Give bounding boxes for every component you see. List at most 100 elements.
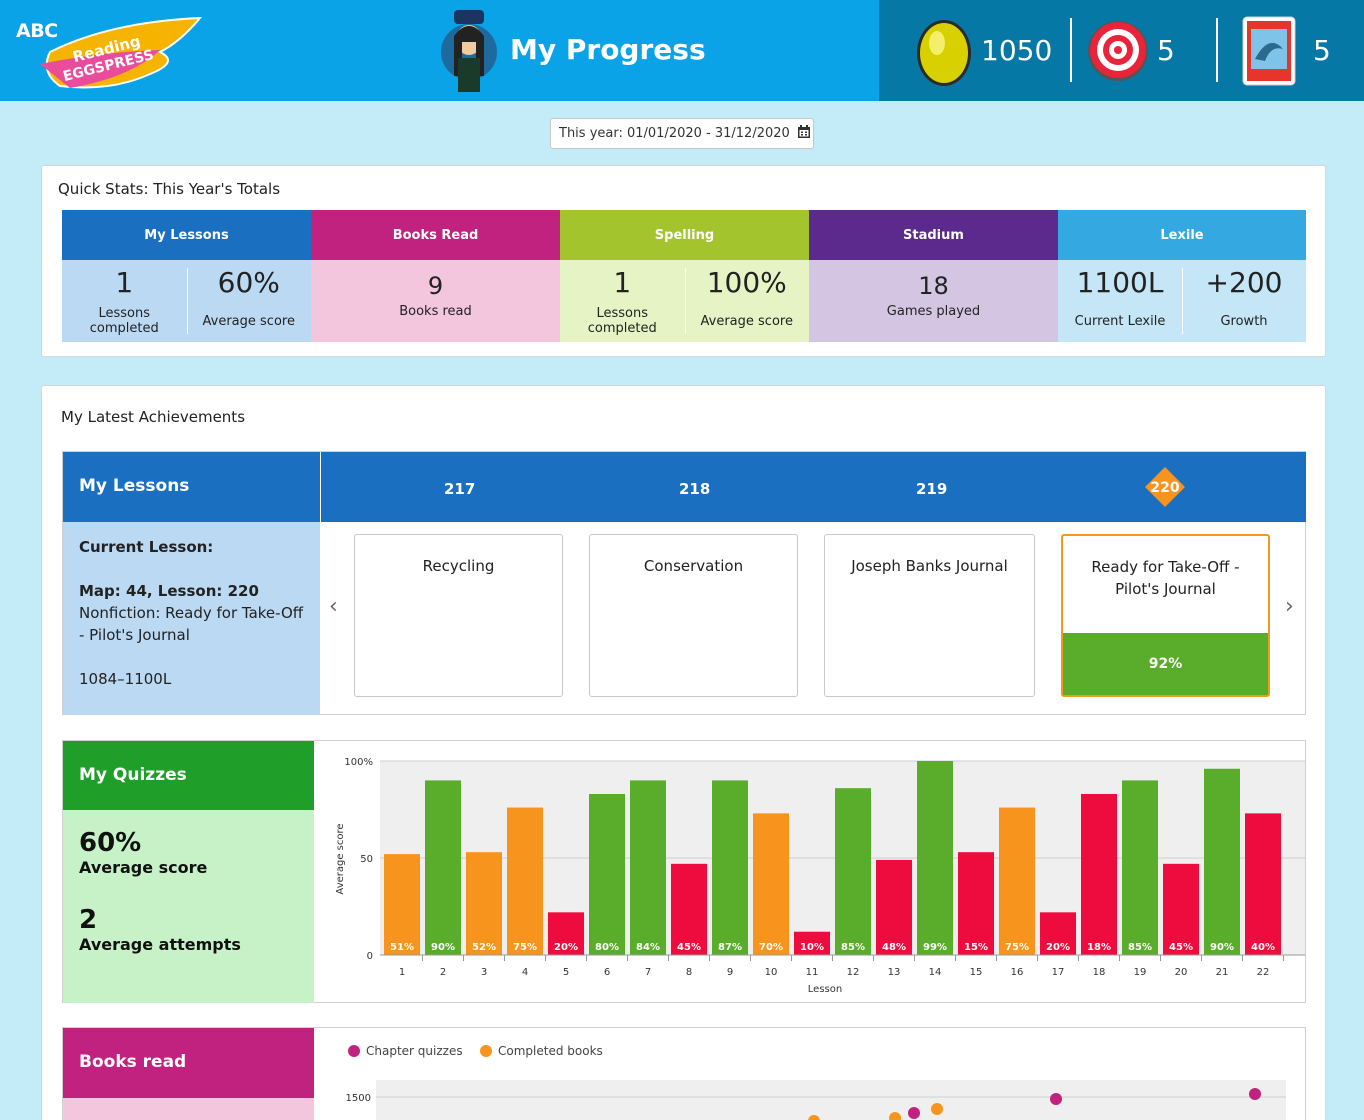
bar-value-label: 80% — [595, 942, 619, 953]
qs-lexile-current-value: 1100L — [1076, 266, 1164, 299]
lesson-card[interactable]: Joseph Banks Journal — [824, 534, 1035, 697]
qs-books-label: Books read — [399, 304, 472, 319]
x-tick-label: 22 — [1257, 967, 1270, 978]
qs-lexile-growth-label: Growth — [1220, 314, 1268, 329]
lesson-card-current[interactable]: Ready for Take-Off - Pilot's Journal 92% — [1061, 534, 1270, 697]
bar — [384, 854, 420, 955]
cards-stat[interactable]: 5 — [1241, 0, 1331, 101]
qs-my-lessons[interactable]: My Lessons 1 Lessons completed 60% Average… — [62, 210, 311, 342]
qs-spelling[interactable]: Spelling 1 Lessons completed 100% Average … — [560, 210, 809, 342]
lesson-card[interactable]: Conservation — [589, 534, 798, 697]
x-tick-label: 9 — [727, 967, 733, 978]
bar-value-label: 20% — [554, 942, 578, 953]
quiz-bar-chart: 0 50 100% 51% 1 90% 2 52% 3 75% 4 20% 5 80% 6 84% 7 45% 8 8… — [335, 757, 1305, 995]
bar — [1122, 780, 1158, 955]
books-summary — [63, 1098, 314, 1120]
qs-spelling-completed-value: 1 — [613, 266, 632, 299]
x-tick-label: 3 — [481, 967, 487, 978]
qs-spelling-completed-label: Lessons completed — [587, 306, 657, 336]
bar — [794, 931, 830, 955]
chapter-quiz-point — [1050, 1093, 1062, 1105]
bar-value-label: 15% — [964, 942, 988, 953]
qs-books-value: 9 — [427, 272, 444, 300]
bar — [1081, 793, 1117, 955]
lesson-number-219[interactable]: 219 — [916, 480, 948, 498]
qs-my-lessons-header: My Lessons — [62, 210, 311, 260]
quizzes-title: My Quizzes — [63, 741, 314, 810]
qs-stadium[interactable]: Stadium 18 Games played — [809, 210, 1058, 342]
x-tick-label: 15 — [970, 967, 983, 978]
qs-books-read[interactable]: Books Read 9 Books read — [311, 210, 560, 342]
bar-value-label: 18% — [1087, 942, 1111, 953]
bar-value-label: 99% — [923, 942, 947, 953]
bar — [835, 788, 871, 955]
chapter-quiz-point — [1249, 1088, 1261, 1100]
y-tick-label: 50 — [360, 854, 373, 865]
diamond-icon — [1145, 467, 1185, 507]
avatar[interactable] — [440, 6, 498, 96]
current-lesson-marker[interactable]: 220 — [1145, 467, 1185, 507]
targets-stat[interactable]: 5 — [1085, 0, 1175, 101]
legend-completed-books[interactable]: Completed books — [480, 1044, 603, 1058]
qs-lexile[interactable]: Lexile 1100L Current Lexile +200 Growth — [1058, 210, 1306, 342]
bar-value-label: 90% — [431, 942, 455, 953]
x-tick-label: 14 — [929, 967, 942, 978]
quiz-avg-score: 60% — [79, 828, 142, 858]
bar — [671, 863, 707, 955]
bar-value-label: 75% — [1005, 942, 1029, 953]
reading-eggspress-logo[interactable]: ABC Reading EGGSPRESS — [10, 12, 205, 94]
bar-value-label: 52% — [472, 942, 496, 953]
qs-spelling-avg-label: Average score — [700, 314, 793, 329]
chevron-left-icon[interactable]: ‹ — [329, 594, 338, 619]
books-title: Books read — [63, 1028, 314, 1098]
legend-chapter-quizzes[interactable]: Chapter quizzes — [348, 1044, 463, 1058]
x-tick-label: 13 — [888, 967, 901, 978]
qs-spelling-header: Spelling — [560, 210, 809, 260]
abc-brand: ABC — [16, 20, 58, 42]
quiz-avg-attempts-label: Average attempts — [79, 935, 241, 954]
lesson-number-218[interactable]: 218 — [679, 480, 711, 498]
bar — [958, 852, 994, 955]
lesson-card[interactable]: Recycling — [354, 534, 563, 697]
chapter-quiz-point — [908, 1107, 920, 1119]
x-tick-label: 10 — [765, 967, 778, 978]
bar — [1204, 768, 1240, 955]
bar — [466, 852, 502, 955]
current-lesson-desc: Nonfiction: Ready for Take-Off - Pilot's… — [79, 604, 304, 644]
lesson-score: 92% — [1063, 633, 1268, 695]
x-tick-label: 5 — [563, 967, 569, 978]
bar-value-label: 75% — [513, 942, 537, 953]
lessons-block: My Lessons 217 218 219 220 Current Lesso… — [62, 451, 1306, 715]
bar — [753, 813, 789, 955]
date-range-picker[interactable]: This year: 01/01/2020 - 31/12/2020 — [550, 118, 814, 149]
qs-spelling-avg-value: 100% — [706, 266, 787, 299]
bar-value-label: 20% — [1046, 942, 1070, 953]
lesson-card-title: Joseph Banks Journal — [851, 557, 1008, 575]
page-title: My Progress — [510, 33, 706, 66]
completed-book-point — [889, 1112, 901, 1120]
current-lesson-map: Map: 44, Lesson: 220 — [79, 582, 259, 600]
bar — [876, 859, 912, 955]
eggs-stat[interactable]: 1050 — [915, 0, 1052, 101]
qs-lexile-growth-value: +200 — [1205, 266, 1283, 299]
x-tick-label: 1 — [399, 967, 405, 978]
qs-stadium-value: 18 — [918, 272, 949, 300]
x-tick-label: 7 — [645, 967, 651, 978]
achievements-title: My Latest Achievements — [61, 408, 246, 426]
lesson-number-217[interactable]: 217 — [444, 480, 476, 498]
quiz-avg-score-label: Average score — [79, 858, 208, 877]
eggs-count: 1050 — [981, 34, 1053, 67]
bar-value-label: 40% — [1251, 942, 1275, 953]
current-lesson-info: Current Lesson: Map: 44, Lesson: 220 Non… — [63, 522, 320, 715]
qs-stadium-label: Games played — [886, 304, 981, 319]
bar — [425, 780, 461, 955]
bar — [630, 780, 666, 955]
x-tick-label: 11 — [806, 967, 819, 978]
current-lesson-range: 1084–1100L — [79, 670, 172, 688]
x-tick-label: 17 — [1052, 967, 1065, 978]
chevron-right-icon[interactable]: › — [1285, 594, 1294, 619]
x-tick-label: 8 — [686, 967, 692, 978]
chapter-quizzes-dot-icon — [348, 1045, 360, 1057]
x-axis-label: Lesson — [808, 984, 842, 995]
qs-lexile-current-label: Current Lexile — [1074, 314, 1166, 329]
